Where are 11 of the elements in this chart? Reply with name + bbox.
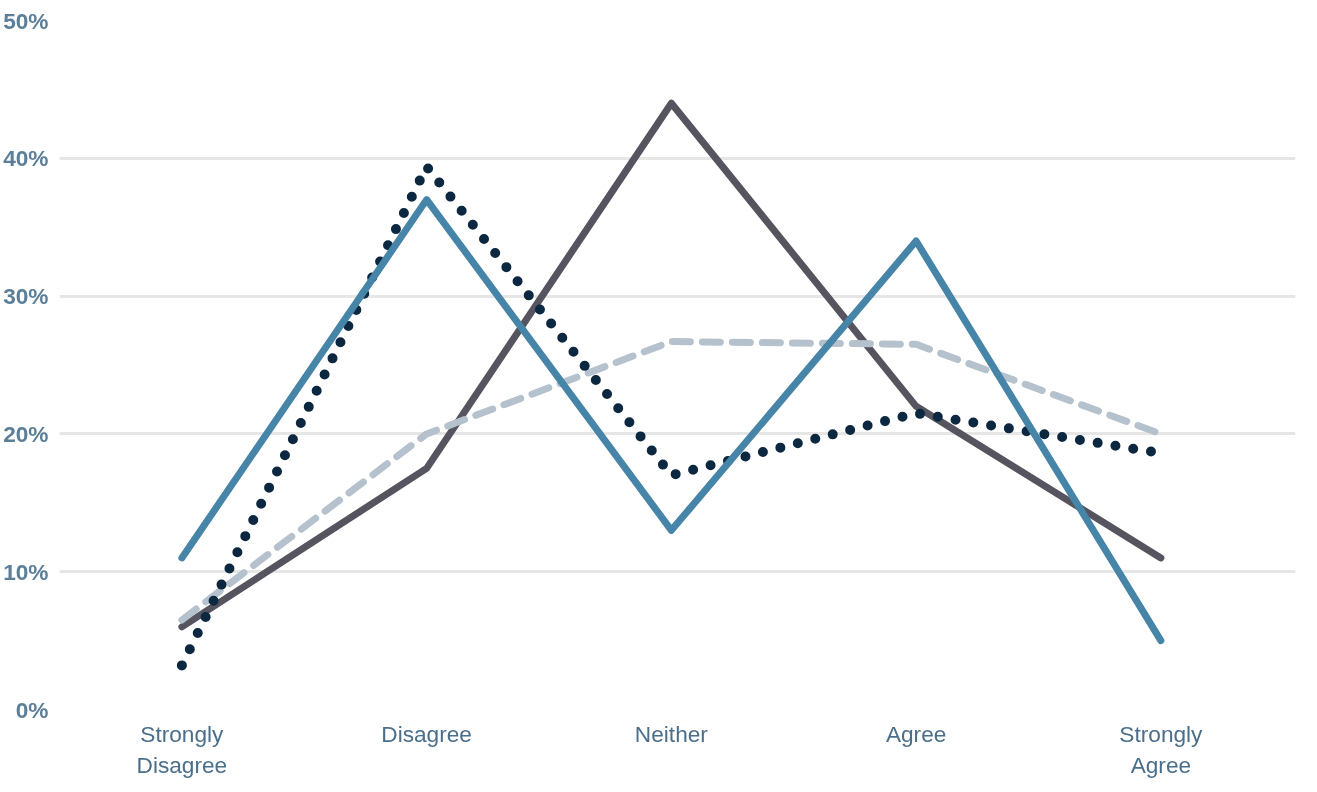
y-tick-label: 50% xyxy=(3,7,49,34)
x-tick-label: Agree xyxy=(885,720,947,747)
y-tick-label: 20% xyxy=(3,420,49,447)
x-tick-label: Strongly Disagree xyxy=(136,720,228,778)
y-tick-label: 40% xyxy=(3,145,49,172)
y-tick-label: 10% xyxy=(3,558,49,585)
y-tick-label: 0% xyxy=(15,696,49,723)
x-tick-label: Disagree xyxy=(381,720,472,747)
x-tick-label: Neither xyxy=(634,720,709,747)
x-tick-label: Strongly Agree xyxy=(1119,720,1204,778)
y-tick-label: 30% xyxy=(3,283,49,310)
